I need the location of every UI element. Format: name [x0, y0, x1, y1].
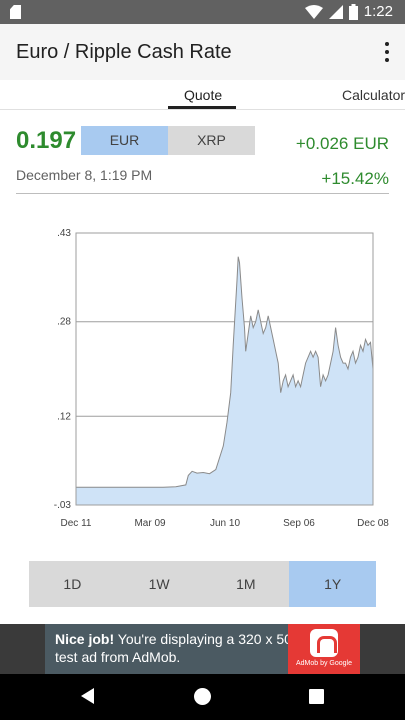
status-bar: 1:22	[0, 0, 405, 24]
test-ad[interactable]: Nice job! You're displaying a 320 x 50 t…	[45, 624, 360, 674]
chart-frame	[75, 232, 374, 506]
sd-card-icon	[10, 5, 21, 19]
change-absolute: +0.026 EUR	[295, 134, 389, 153]
ad-banner[interactable]: Nice job! You're displaying a 320 x 50 t…	[0, 624, 405, 674]
chart-x-tick-label: Dec 11	[61, 518, 92, 529]
range-1y-button[interactable]: 1Y	[289, 561, 376, 607]
tab-bar: Quote Calculator	[0, 80, 405, 110]
more-vert-icon[interactable]	[383, 42, 391, 62]
signal-icon	[328, 5, 343, 19]
ad-text: Nice job! You're displaying a 320 x 50 t…	[55, 630, 295, 666]
currency-xrp-button[interactable]: XRP	[168, 126, 255, 155]
chart-y-tick-label: .43	[57, 228, 71, 239]
tab-quote[interactable]: Quote	[184, 87, 223, 103]
currency-eur-button[interactable]: EUR	[81, 126, 168, 155]
active-tab-indicator	[168, 106, 236, 109]
battery-icon	[348, 4, 358, 20]
change-percent: +15.42%	[321, 169, 389, 188]
tab-calculator[interactable]: Calculator	[342, 87, 405, 103]
currency-toggle: EUR XRP	[81, 126, 255, 155]
admob-label: AdMob by Google	[295, 660, 353, 667]
ad-body: You're displaying a 320 x 50 test ad fro…	[55, 631, 292, 665]
admob-icon	[310, 629, 338, 657]
chart-x-tick-label: Jun 10	[210, 518, 240, 529]
chart-y-tick-label: .28	[57, 317, 71, 328]
wifi-icon	[304, 5, 323, 19]
clock: 1:22	[363, 3, 393, 20]
chart-x-tick-label: Dec 08	[357, 518, 389, 529]
range-1d-button[interactable]: 1D	[63, 576, 82, 592]
app-bar: Euro / Ripple Cash Rate	[0, 24, 405, 80]
home-icon[interactable]	[194, 688, 211, 705]
recents-icon[interactable]	[309, 689, 324, 704]
range-selector: 1D 1W 1M 1Y	[29, 561, 376, 607]
chart-series-line	[76, 256, 374, 488]
quote-timestamp: December 8, 1:19 PM	[16, 167, 153, 183]
chart-area-fill	[76, 256, 373, 505]
chart-y-tick-label: .12	[57, 411, 71, 422]
chart-x-tick-label: Sep 06	[283, 518, 315, 529]
range-1m-button[interactable]: 1M	[236, 576, 256, 592]
back-icon[interactable]	[81, 688, 94, 704]
admob-logo: AdMob by Google	[288, 624, 360, 674]
chart-x-tick-label: Mar 09	[134, 518, 166, 529]
system-nav-bar	[0, 674, 405, 720]
ad-headline: Nice job!	[55, 631, 115, 647]
divider	[16, 193, 389, 194]
current-price: 0.197	[16, 127, 77, 154]
chart-y-tick-label: -.03	[54, 500, 72, 511]
price-chart[interactable]: .43 .28 .12 -.03 Dec 11 Mar 09 Jun 10 Sep 06 Dec…	[0, 215, 405, 535]
range-1w-button[interactable]: 1W	[148, 576, 170, 592]
app-title: Euro / Ripple Cash Rate	[16, 41, 232, 63]
